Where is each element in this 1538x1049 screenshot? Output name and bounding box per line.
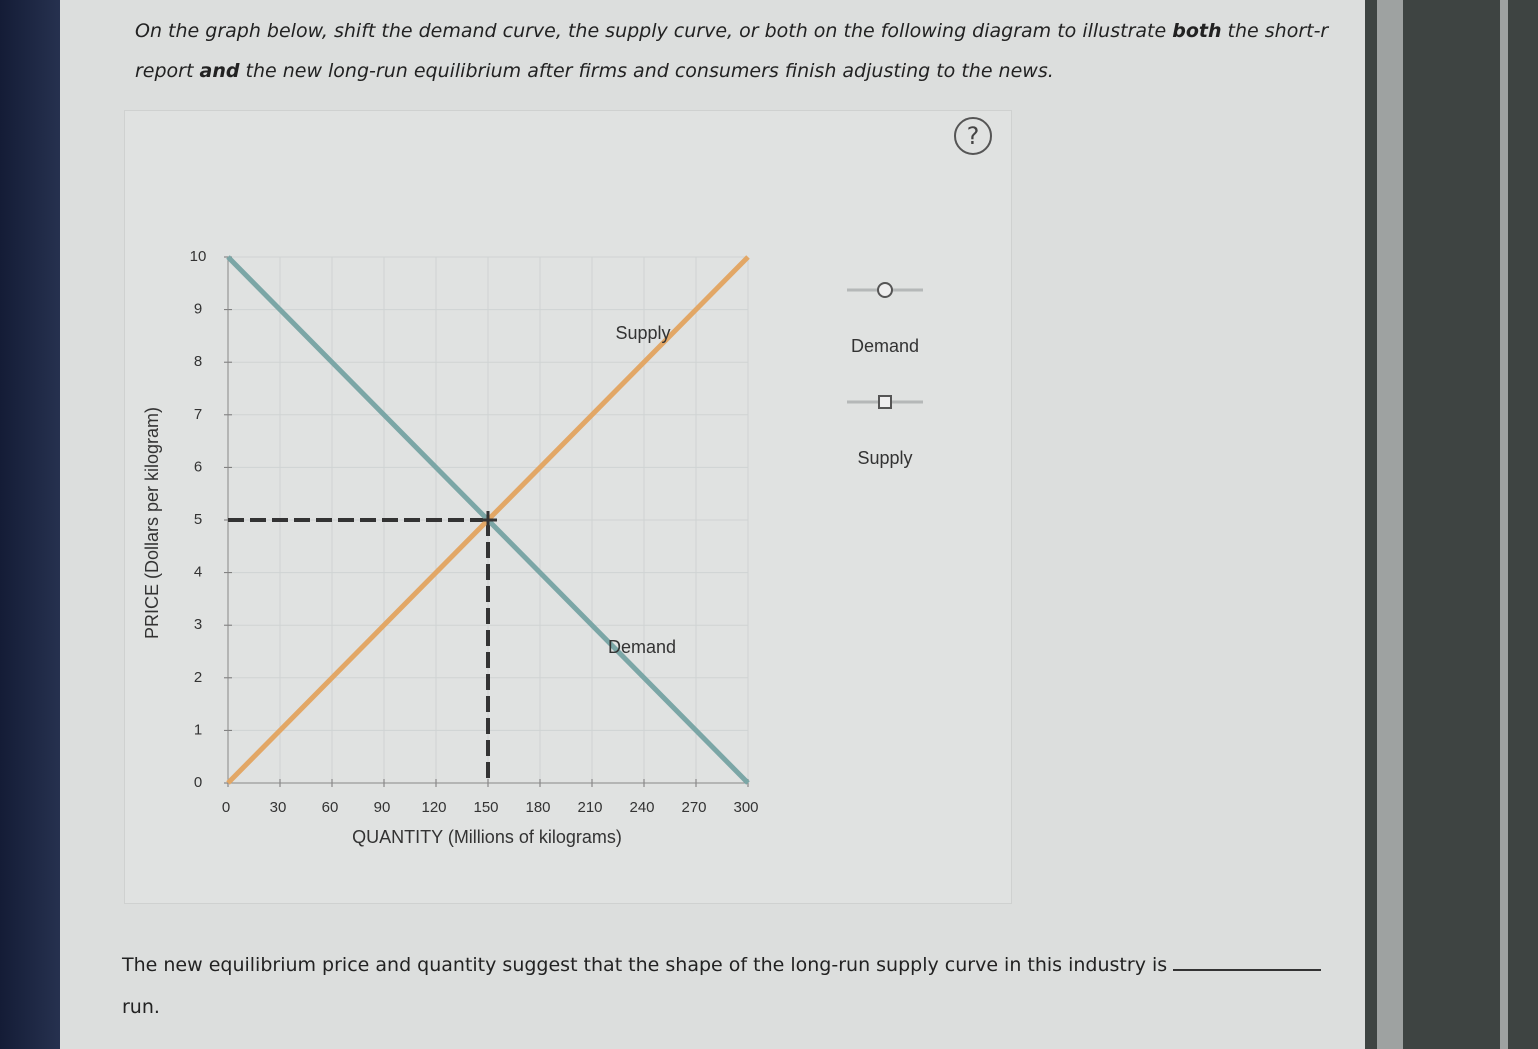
y-tick-label: 3: [194, 616, 202, 633]
question: The new equilibrium price and quantity s…: [122, 954, 1322, 976]
bold-text: and: [199, 60, 240, 82]
question-continuation: run.: [122, 996, 160, 1018]
x-tick-label: 30: [270, 799, 287, 816]
x-tick-label: 90: [374, 799, 391, 816]
x-tick-label: 270: [681, 799, 706, 816]
y-tick-label: 4: [194, 564, 202, 581]
curve-label: Demand: [608, 637, 676, 657]
legend-label: Demand: [851, 336, 919, 356]
y-tick-label: 7: [194, 406, 202, 423]
scrollbar-bar: [1500, 0, 1508, 1049]
text: On the graph below, shift the demand cur…: [135, 20, 1167, 42]
y-tick-label: 0: [194, 774, 202, 791]
x-tick-label: 240: [629, 799, 654, 816]
legend-icon[interactable]: [878, 395, 892, 409]
y-tick-label: 2: [194, 669, 202, 686]
x-tick-label: 300: [733, 799, 758, 816]
right-border: [1365, 0, 1538, 1049]
text: the new long-run equilibrium after firms…: [245, 60, 1054, 82]
x-tick-label: 0: [222, 799, 230, 816]
y-axis-label: PRICE (Dollars per kilogram): [142, 407, 162, 639]
question-text: The new equilibrium price and quantity s…: [122, 954, 1168, 976]
curve-label: Supply: [615, 323, 670, 343]
bold-text: both: [1172, 20, 1222, 42]
legend-icon[interactable]: [877, 282, 893, 298]
y-tick-label: 9: [194, 301, 202, 318]
help-button[interactable]: ?: [954, 117, 992, 155]
x-tick-label: 150: [473, 799, 498, 816]
x-tick-label: 120: [421, 799, 446, 816]
x-tick-label: 60: [322, 799, 339, 816]
instruction-line: report and the new long-run equilibrium …: [135, 60, 1054, 82]
equilibrium-marker: [479, 511, 497, 529]
text: report: [135, 60, 194, 82]
x-axis-label: QUANTITY (Millions of kilograms): [352, 827, 622, 847]
left-border: [0, 0, 60, 1049]
x-tick-label: 180: [525, 799, 550, 816]
graph-panel: [124, 110, 1012, 904]
y-tick-label: 1: [194, 721, 202, 738]
scrollbar-bar: [1377, 0, 1403, 1049]
y-tick-label: 10: [190, 248, 207, 265]
x-tick-label: 210: [577, 799, 602, 816]
y-tick-label: 5: [194, 511, 202, 528]
y-tick-label: 6: [194, 458, 202, 475]
y-tick-label: 8: [194, 353, 202, 370]
answer-blank[interactable]: [1173, 969, 1322, 971]
legend-label: Supply: [857, 448, 912, 468]
instruction-line: On the graph below, shift the demand cur…: [135, 20, 1328, 42]
text: the short-r: [1227, 20, 1329, 42]
